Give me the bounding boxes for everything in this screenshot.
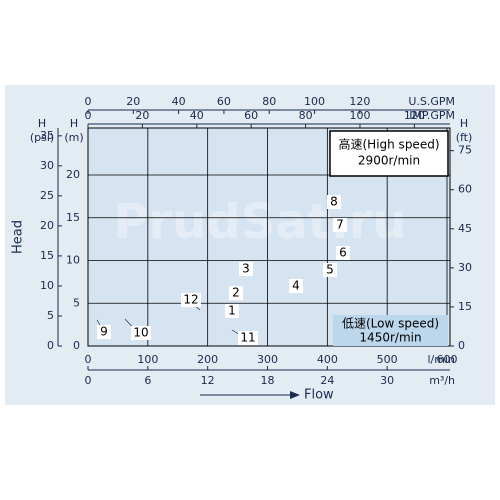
top-axis-label: IMP.GPM [409,109,455,122]
speed-box [329,130,449,177]
curve-label-box [181,293,201,307]
curve-label: 3 [242,262,250,276]
y-tick-label: 10 [66,254,80,267]
curve-label-box [327,195,341,209]
x-tick-label: 100 [137,353,158,366]
curve-label-box [323,263,337,277]
curve-label-box [289,279,303,293]
y2-tick-label: 30 [458,261,472,274]
speed-rpm: 1450r/min [359,331,421,345]
top-tick-label: 20 [126,95,140,108]
x-tick-label: 200 [197,353,218,366]
y2-tick-label: 60 [458,183,472,196]
x-tick-label: 0 [85,353,92,366]
bottom-tick-label: 12 [201,374,215,387]
top-tick-label: 120 [404,109,425,122]
top-tick-label: 120 [349,95,370,108]
x-tick-label: 300 [257,353,278,366]
y2-unit: (ft) [456,131,473,144]
y-tick-label: 5 [73,296,80,309]
top-tick-label: 80 [262,95,276,108]
left-tick-label: 15 [40,249,54,262]
bottom-tick-label: 6 [144,374,151,387]
curve-label: 7 [336,218,344,232]
curve-label: 2 [232,286,240,300]
x-tick-label: 400 [317,353,338,366]
y-tick-label: 15 [66,211,80,224]
bottom-tick-label: 0 [85,374,92,387]
bottom-tick-label: 24 [320,374,334,387]
curve-label: 5 [326,263,334,277]
curve-label: 11 [240,331,255,345]
curve-label: 1 [228,304,236,318]
left-unit: (psi) [30,131,54,144]
curve-label-box [225,304,239,318]
curve-label-box [97,325,111,339]
left-tick-label: 20 [40,219,54,232]
bottom-tick-label: 30 [380,374,394,387]
bottom-tick-label: 18 [261,374,275,387]
y-unit: (m) [64,131,83,144]
top-tick-label: 100 [304,95,325,108]
top-tick-label: 80 [299,109,313,122]
y2-tick-label: 0 [458,339,465,352]
curve-label: 4 [292,279,300,293]
curve-label: 6 [339,246,347,260]
curve-label-box [238,331,258,345]
left-tick-label: 0 [47,339,54,352]
curve-label-box [229,286,243,300]
speed-box [333,315,448,346]
y-symbol: H [70,117,78,130]
left-symbol: H [38,117,46,130]
y2-tick-label: 75 [458,144,472,157]
curve-label: 10 [133,326,148,340]
y-tick-label: 0 [73,339,80,352]
speed-rpm: 2900r/min [358,154,420,168]
top-tick-label: 0 [85,95,92,108]
x-tick-label: 500 [377,353,398,366]
y2-tick-label: 15 [458,300,472,313]
top-tick-label: 60 [217,95,231,108]
curve-label-box [336,246,350,260]
bottom-axis-label: m³/h [429,374,455,387]
speed-title: 低速(Low speed) [342,317,439,331]
x-tick-label: 600 [437,353,458,366]
top-tick-label: 0 [85,109,92,122]
watermark: PrudSat.ru [113,194,406,250]
y2-symbol: H [460,117,468,130]
curve-label: 12 [183,293,198,307]
left-tick-label: 35 [40,129,54,142]
curve-label-box [239,262,253,276]
top-tick-label: 60 [244,109,258,122]
top-tick-label: 40 [190,109,204,122]
y-title: Head [11,220,26,254]
x-unit: l/min [427,353,455,366]
top-tick-label: 100 [349,109,370,122]
top-tick-label: 20 [135,109,149,122]
curve-label-box [333,218,347,232]
left-tick-label: 10 [40,279,54,292]
top-tick-label: 40 [172,95,186,108]
curve-label-box [131,326,151,340]
y2-tick-label: 45 [458,222,472,235]
y-tick-label: 20 [66,168,80,181]
curve-label: 9 [100,325,108,339]
left-tick-label: 30 [40,159,54,172]
top-axis-label: U.S.GPM [408,95,455,108]
left-tick-label: 5 [47,309,54,322]
left-tick-label: 25 [40,189,54,202]
flow-arrowhead [290,391,300,399]
x-title: Flow [304,388,334,403]
speed-title: 高速(High speed) [338,137,439,152]
curve-label: 8 [330,195,338,209]
